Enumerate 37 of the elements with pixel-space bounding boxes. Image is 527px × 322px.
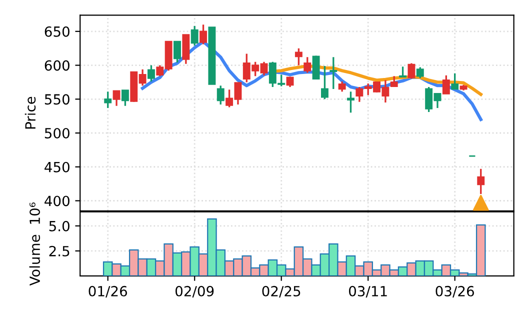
x-tick-label: 03/26 — [436, 286, 474, 298]
candlestick — [200, 24, 208, 46]
candlestick — [148, 64, 155, 82]
y-axis-title: Volume 10⁶ — [29, 202, 40, 286]
candlestick — [320, 65, 328, 100]
x-tick-label: 02/25 — [262, 286, 300, 298]
y-tick-label: 5.0 — [49, 220, 70, 232]
candlestick — [338, 80, 346, 93]
candlestick — [416, 66, 424, 79]
candlestick — [451, 72, 459, 90]
candlestick — [190, 25, 198, 46]
candlestick — [399, 66, 407, 78]
candlestick — [174, 40, 181, 64]
x-tick-label: 01/26 — [88, 286, 127, 298]
candlestick — [330, 56, 338, 90]
candlestick — [304, 56, 312, 74]
candlestick — [216, 84, 224, 106]
y-tick-label: 600 — [44, 60, 70, 71]
x-tick-label: 02/09 — [176, 286, 214, 298]
candlestick — [390, 75, 398, 88]
candlestick — [408, 62, 416, 80]
candlestick — [477, 168, 485, 195]
candlestick — [442, 74, 450, 95]
y-tick-label: 650 — [44, 26, 70, 37]
y-tick-label: 2.5 — [49, 246, 70, 256]
y-tick-label: 450 — [44, 162, 70, 172]
y-axis-title: Price — [24, 96, 36, 129]
candlestick — [121, 89, 129, 107]
x-tick-label: 03/11 — [349, 286, 387, 298]
y-tick-label: 500 — [44, 128, 70, 138]
candlestick — [294, 47, 302, 66]
y-tick-label: 550 — [44, 94, 70, 105]
y-tick-label: 400 — [44, 196, 70, 206]
candlestick — [347, 90, 354, 114]
candlestick — [104, 90, 112, 109]
candlestick — [312, 54, 320, 80]
candlestick — [112, 90, 120, 107]
